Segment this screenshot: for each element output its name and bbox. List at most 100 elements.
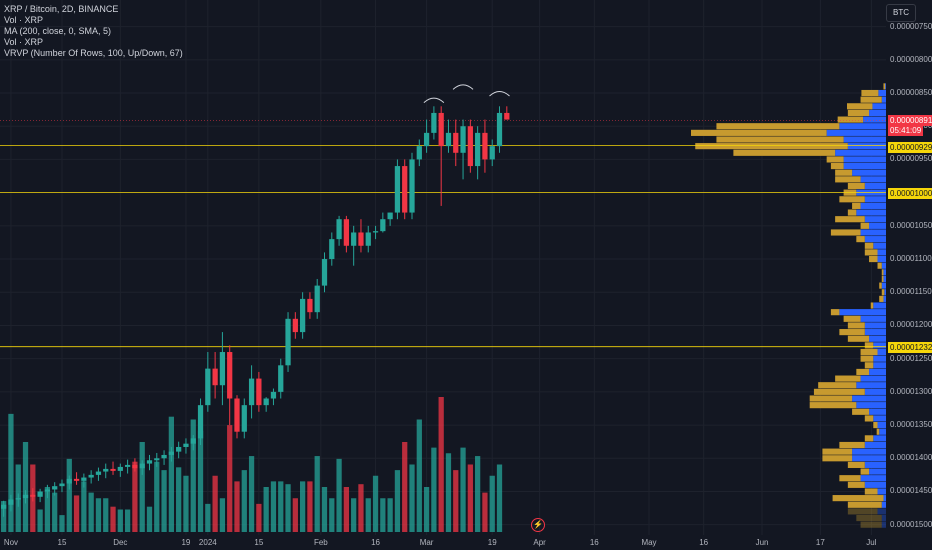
volume-profile-down	[733, 149, 836, 156]
candle-body	[1, 504, 7, 509]
volume-bar	[81, 481, 87, 532]
volume-profile-down	[856, 236, 865, 243]
volume-bar	[285, 484, 291, 532]
indicator-3[interactable]: Vol · XRP	[4, 37, 44, 47]
volume-profile-down	[830, 229, 861, 236]
currency-button[interactable]: BTC	[886, 4, 916, 22]
volume-bar	[467, 464, 473, 532]
volume-profile-down	[818, 382, 857, 389]
candle-body	[190, 438, 196, 444]
volume-bar	[475, 456, 481, 532]
candle-body	[234, 398, 240, 432]
volume-profile-down	[847, 461, 865, 468]
volume-profile-up	[877, 255, 886, 263]
peak-arc	[423, 97, 445, 104]
volume-profile-up	[881, 501, 886, 508]
volume-profile-down	[839, 196, 865, 203]
volume-profile-up	[839, 123, 886, 130]
volume-bar	[336, 458, 342, 532]
x-tick-label: 15	[57, 538, 67, 547]
candle-body	[460, 126, 466, 153]
volume-bar	[227, 425, 233, 532]
indicator-2[interactable]: MA (200, close, 0, SMA, 5)	[4, 26, 112, 36]
volume-profile-up	[839, 309, 886, 316]
volume-profile-up	[869, 368, 886, 376]
candles	[1, 106, 510, 517]
volume-profile-down	[864, 435, 874, 442]
volume-profile-up	[843, 156, 886, 163]
volume-bar	[380, 498, 386, 532]
volume-profile-down	[847, 182, 865, 190]
candle-body	[409, 159, 415, 213]
candle-body	[482, 132, 488, 160]
volume-bar	[197, 430, 204, 532]
volume-profile-up	[852, 395, 886, 402]
volume-profile-down	[847, 209, 857, 216]
volume-profile-down	[876, 428, 880, 435]
volume-profile-down	[847, 481, 865, 488]
candle-body	[365, 232, 371, 246]
volume-profile-down	[883, 83, 886, 90]
x-tick-label: 15	[254, 538, 264, 547]
volume-profile-down	[847, 501, 882, 508]
candle-body	[81, 477, 87, 481]
volume-bar	[219, 498, 226, 532]
peak-arc	[489, 91, 510, 97]
indicator-1[interactable]: Vol · XRP	[4, 15, 44, 25]
candle-body	[161, 454, 167, 459]
volume-profile-up	[826, 129, 886, 136]
volume-bar	[263, 487, 269, 532]
candle-body	[183, 443, 189, 447]
volume-bar	[416, 419, 422, 532]
volume-profile-down	[847, 322, 865, 329]
candle-body	[66, 478, 72, 484]
lightning-icon[interactable]: ⚡	[531, 518, 545, 532]
volume-profile-down	[879, 282, 882, 289]
volume-profile-up	[843, 163, 886, 170]
volume-profile-down	[832, 495, 884, 502]
x-tick-label: 17	[815, 538, 825, 547]
volume-profile-up	[879, 428, 886, 435]
volume-bar	[124, 509, 131, 532]
candle-body	[423, 132, 430, 147]
volume-profile-up	[864, 481, 886, 488]
volume-profile-up	[885, 83, 886, 90]
volume-profile-up	[864, 441, 886, 449]
chart-legend: XRP / Bitcoin, 2D, BINANCE Vol · XRP MA …	[4, 4, 183, 59]
volume-profile-up	[860, 475, 886, 482]
volume-profile-down	[835, 176, 861, 183]
volume-bar	[73, 495, 80, 532]
volume-profile-up	[883, 295, 886, 302]
volume-bar	[409, 464, 415, 532]
volume-profile-down	[695, 143, 848, 150]
candle-body	[8, 499, 14, 505]
volume-bar	[270, 481, 277, 532]
volume-profile-down	[861, 89, 879, 97]
volume-profile-down	[860, 348, 878, 356]
volume-bar	[103, 498, 109, 532]
volume-profile-down	[847, 103, 873, 110]
candle-body	[453, 132, 459, 153]
volume-profile-up	[869, 468, 886, 475]
volume-bar	[88, 492, 94, 532]
volume-profile-down	[860, 521, 882, 528]
volume-profile-down	[839, 441, 865, 449]
candle-body	[256, 378, 262, 406]
candle-body	[285, 318, 291, 366]
volume-profile-up	[873, 242, 886, 249]
volume-profile-down	[860, 468, 870, 475]
volume-profile-down	[839, 475, 861, 482]
volume-bar	[329, 498, 335, 532]
volume-bar	[321, 487, 328, 532]
indicator-4[interactable]: VRVP (Number Of Rows, 100, Up/Down, 67)	[4, 48, 183, 58]
volume-profile-up	[881, 282, 886, 289]
y-tick-label: 0.00000850	[890, 88, 932, 98]
volume-profile-up	[877, 422, 886, 429]
volume-bar	[300, 481, 306, 532]
volume-bar	[37, 509, 43, 532]
candle-body	[445, 132, 452, 147]
volume-profile-down	[864, 488, 878, 495]
volume-profile-down	[847, 335, 870, 342]
volume-profile-down	[877, 262, 882, 269]
